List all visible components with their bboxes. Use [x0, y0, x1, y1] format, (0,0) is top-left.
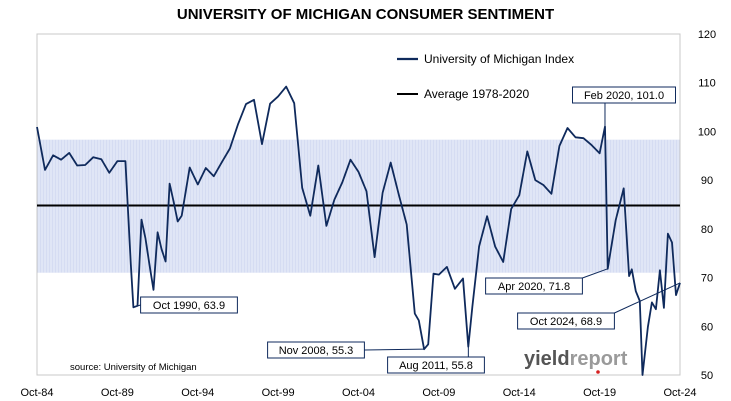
series-line-umich-index	[36, 85, 681, 376]
annotation-pointer	[582, 268, 608, 279]
chart-title: UNIVERSITY OF MICHIGAN CONSUMER SENTIMEN…	[176, 6, 555, 23]
x-tick-label: Oct-24	[663, 387, 696, 399]
y-tick-label: 80	[701, 224, 713, 236]
annotation-label: Oct 1990, 63.9	[153, 300, 225, 312]
annotation-box	[485, 277, 583, 295]
annotation-pointer	[614, 282, 681, 314]
annotation-label: Apr 2020, 71.8	[498, 281, 570, 293]
x-tick-label: Oct-09	[422, 387, 455, 399]
source-note: source: University of Michigan	[70, 362, 197, 373]
y-tick-label: 120	[698, 29, 716, 41]
legend-entry: Average 1978-2020	[424, 87, 530, 101]
annotation-box	[572, 86, 676, 104]
annotation-box	[267, 341, 365, 359]
x-tick-label: Oct-19	[583, 387, 616, 399]
brand-logo: yieldreport	[524, 348, 628, 374]
svg-text:yieldreport: yieldreport	[524, 348, 628, 370]
axis-layer: 50 60 70 80 90 100 110 120 Oct-84 Oct-89 Oct-94 Oct…	[20, 29, 716, 399]
brand-text-part2: report	[570, 348, 628, 370]
x-tick-label: Oct-14	[503, 387, 536, 399]
x-tick-label: Oct-04	[342, 387, 375, 399]
y-tick-label: 60	[701, 321, 713, 333]
series-layer	[36, 85, 681, 376]
annotation-box	[517, 312, 615, 330]
y-tick-label: 70	[701, 273, 713, 285]
x-tick-label: Oct-89	[101, 387, 134, 399]
legend: University of Michigan Index Average 1978…	[397, 52, 574, 101]
annotation-box	[140, 296, 238, 314]
legend-entry: University of Michigan Index	[424, 52, 574, 66]
brand-text-part1: yield	[524, 348, 570, 370]
annotation-label: Nov 2008, 55.3	[279, 345, 354, 357]
annotation-label: Aug 2011, 55.8	[399, 360, 473, 372]
y-tick-label: 100	[698, 126, 716, 138]
y-tick-label: 110	[698, 78, 716, 90]
annotation-layer: Feb 2020, 101.0 Oct 1990, 63.9 Apr 2020, 7…	[133, 86, 681, 374]
annotation-label: Feb 2020, 101.0	[584, 90, 664, 102]
annotation-pointer	[133, 304, 141, 308]
x-tick-label: Oct-99	[262, 387, 295, 399]
x-tick-label: Oct-94	[181, 387, 214, 399]
x-tick-label: Oct-84	[20, 387, 53, 399]
y-tick-label: 90	[701, 175, 713, 187]
annotation-pointer	[364, 348, 425, 351]
brand-dot	[596, 370, 600, 374]
annotation-label: Oct 2024, 68.9	[530, 316, 602, 328]
y-tick-label: 50	[701, 370, 713, 382]
annotation-box	[387, 356, 485, 374]
